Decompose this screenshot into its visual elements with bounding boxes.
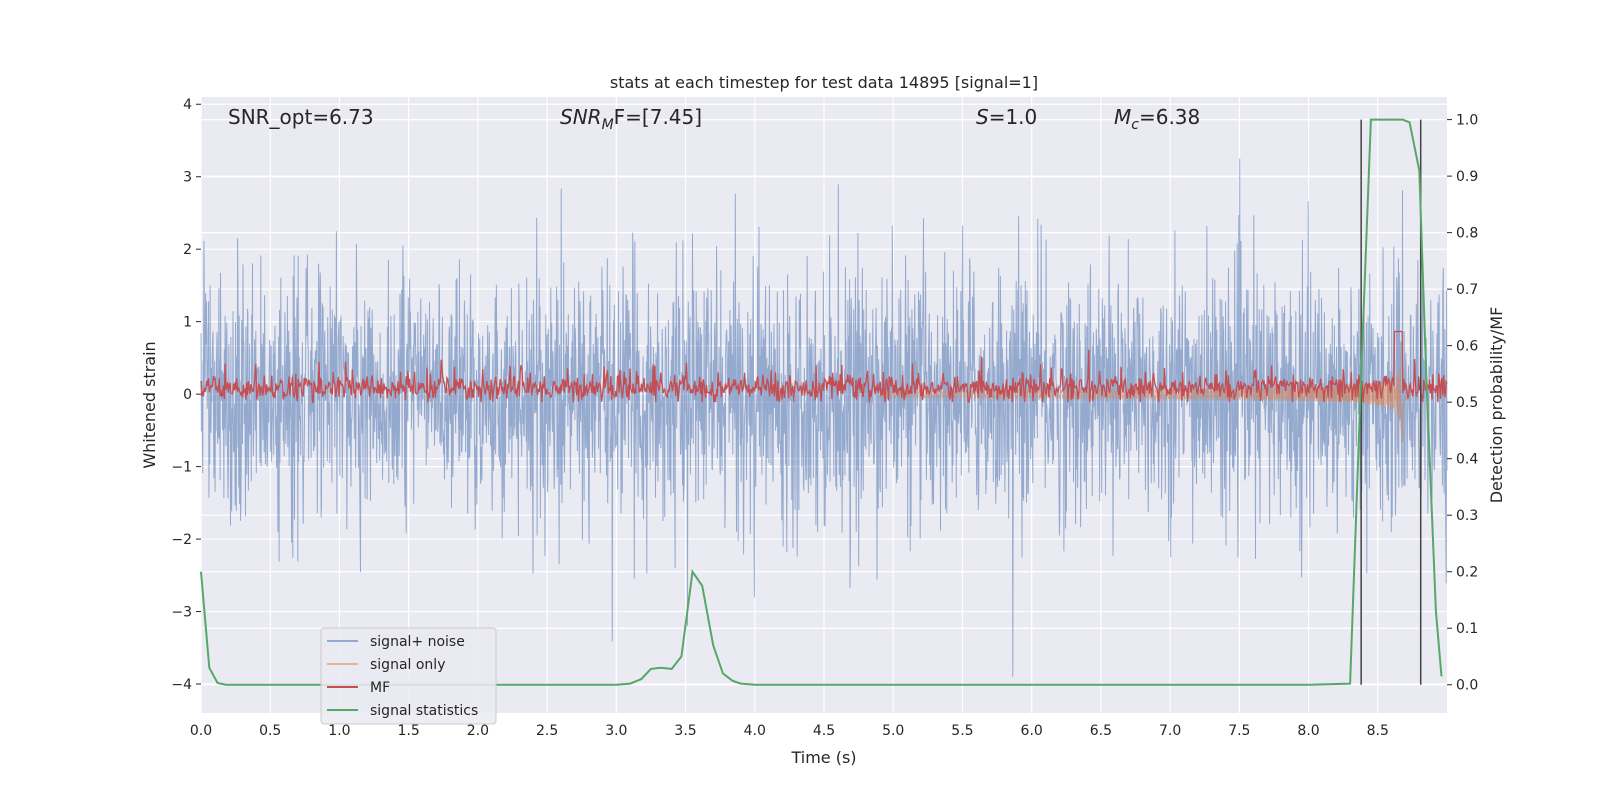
x-tick-label-11: 5.5 (951, 723, 973, 739)
x-tick-label-6: 3.0 (605, 723, 627, 739)
annotation-snr-mf-base: SNR (560, 105, 602, 129)
annotation-s-base: S (976, 105, 989, 129)
x-tick-label-2: 1.0 (328, 723, 350, 739)
x-tick-label-4: 2.0 (467, 723, 489, 739)
y-tick-label-right-1: 0.9 (1456, 169, 1478, 185)
legend-label-mf: MF (370, 680, 390, 696)
y-tick-label-left-4: 0 (183, 387, 192, 403)
x-tick-label-8: 4.0 (744, 723, 766, 739)
x-tick-label-3: 1.5 (398, 723, 420, 739)
x-tick-label-10: 5.0 (882, 723, 904, 739)
y-tick-label-right-8: 0.2 (1456, 565, 1478, 581)
x-tick-label-12: 6.0 (1021, 723, 1043, 739)
legend: signal+ noise signal only MF signal stat… (320, 627, 497, 725)
series-signal-noise (200, 158, 1448, 677)
annotation-snr-mf: SNRMF=[7.45] (560, 105, 702, 133)
y-tick-label-left-5: −1 (171, 460, 192, 476)
x-tick-label-16: 8.0 (1297, 723, 1319, 739)
x-axis-label: Time (s) (790, 748, 856, 767)
legend-label-signal-only: signal only (370, 657, 445, 673)
y-tick-label-right-6: 0.4 (1456, 452, 1478, 468)
line-mf (200, 330, 1448, 403)
legend-box (320, 627, 497, 725)
y-tick-label-right-5: 0.5 (1456, 395, 1478, 411)
y-tick-label-left-0: 4 (183, 97, 192, 113)
y-tick-label-left-7: −3 (171, 605, 192, 621)
chart-title: stats at each timestep for test data 148… (610, 73, 1038, 92)
y-tick-label-left-1: 3 (183, 170, 192, 186)
legend-label-signal-noise: signal+ noise (370, 634, 465, 650)
legend-label-signal-statistics: signal statistics (370, 703, 478, 719)
annotation-mc: Mc=6.38 (1114, 105, 1200, 133)
y-tick-label-left-8: −4 (171, 677, 192, 693)
x-tick-label-5: 2.5 (536, 723, 558, 739)
line-signal-noise (200, 158, 1448, 677)
x-tick-label-15: 7.5 (1228, 723, 1250, 739)
y-tick-labels-left: 4 3 2 1 0 −1 −2 −3 −4 (171, 97, 201, 693)
annotation-mc-rest: =6.38 (1139, 105, 1200, 129)
x-tick-label-9: 4.5 (813, 723, 835, 739)
y-axis-label-left: Whitened strain (140, 341, 159, 468)
annotation-s: S=1.0 (976, 105, 1037, 129)
y-tick-label-right-4: 0.6 (1456, 339, 1478, 355)
x-tick-label-1: 0.5 (259, 723, 281, 739)
annotation-snr-mf-sub: M (602, 117, 614, 133)
y-tick-label-left-6: −2 (171, 532, 192, 548)
y-tick-label-right-0: 1.0 (1456, 113, 1478, 129)
annotation-mc-base: M (1114, 105, 1131, 129)
x-tick-labels: 0.0 0.5 1.0 1.5 2.0 2.5 3.0 3.5 4.0 4.5 5.0 5.5 6.0 6… (190, 723, 1389, 739)
y-tick-label-left-2: 2 (183, 242, 192, 258)
y-tick-label-right-9: 0.1 (1456, 621, 1478, 637)
x-tick-label-17: 8.5 (1367, 723, 1389, 739)
y-tick-label-right-7: 0.3 (1456, 508, 1478, 524)
x-tick-label-0: 0.0 (190, 723, 212, 739)
x-tick-label-7: 3.5 (674, 723, 696, 739)
series-mf (200, 330, 1448, 403)
annotation-mc-sub: c (1131, 117, 1139, 133)
y-tick-label-right-10: 0.0 (1456, 678, 1478, 694)
y-tick-label-right-3: 0.7 (1456, 282, 1478, 298)
annotation-s-rest: =1.0 (989, 105, 1038, 129)
annotation-snr-opt: SNR_opt=6.73 (228, 105, 374, 129)
x-tick-label-14: 7.0 (1159, 723, 1181, 739)
annotation-snr-mf-rest: F=[7.45] (614, 105, 702, 129)
y-axis-label-right: Detection probability/MF (1487, 307, 1506, 504)
y-tick-label-left-3: 1 (183, 315, 192, 331)
y-tick-label-right-2: 0.8 (1456, 226, 1478, 242)
y-tick-labels-right: 1.0 0.9 0.8 0.7 0.6 0.5 0.4 0.3 0.2 0.1 0.0 (1447, 113, 1478, 694)
x-tick-label-13: 6.5 (1090, 723, 1112, 739)
